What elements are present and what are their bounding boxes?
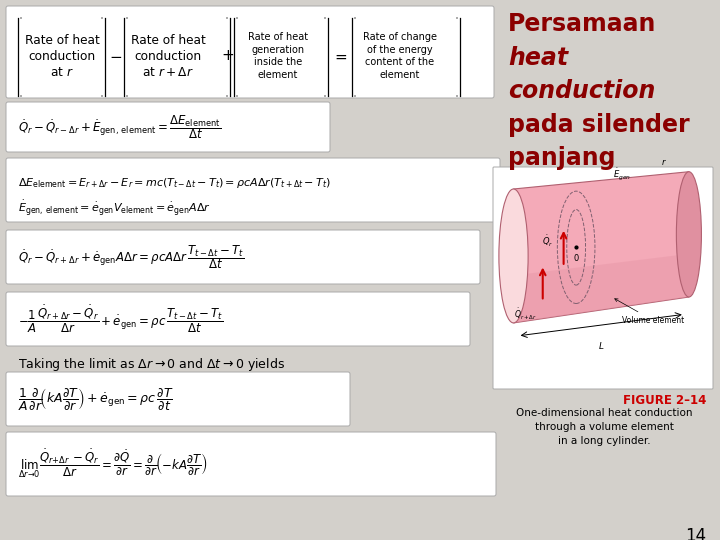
Text: Rate of heat
generation
inside the
element: Rate of heat generation inside the eleme… bbox=[248, 32, 308, 79]
Text: $\dot{E}_{\mathrm{gen,\,element}} = \dot{e}_{\mathrm{gen}} V_{\mathrm{element}} : $\dot{E}_{\mathrm{gen,\,element}} = \dot… bbox=[18, 198, 211, 218]
FancyBboxPatch shape bbox=[6, 372, 350, 426]
FancyBboxPatch shape bbox=[6, 230, 480, 284]
Text: 0: 0 bbox=[574, 254, 579, 263]
Text: conduction: conduction bbox=[508, 79, 655, 103]
Text: $+$: $+$ bbox=[222, 49, 235, 64]
Text: One-dimensional heat conduction: One-dimensional heat conduction bbox=[516, 408, 692, 418]
Text: $r$: $r$ bbox=[661, 157, 667, 167]
Text: Rate of heat
conduction
at $r$: Rate of heat conduction at $r$ bbox=[24, 33, 99, 78]
Polygon shape bbox=[513, 254, 689, 323]
Text: $\dot{E}_{gen}$: $\dot{E}_{gen}$ bbox=[613, 167, 631, 184]
Ellipse shape bbox=[499, 189, 528, 323]
Text: pada silender: pada silender bbox=[508, 113, 690, 137]
Text: heat: heat bbox=[508, 46, 568, 70]
Text: $\dot{Q}_r - \dot{Q}_{r+\Delta r} + \dot{e}_{\mathrm{gen}} A \Delta r = \rho c A: $\dot{Q}_r - \dot{Q}_{r+\Delta r} + \dot… bbox=[18, 243, 244, 271]
FancyBboxPatch shape bbox=[6, 102, 330, 152]
FancyBboxPatch shape bbox=[493, 167, 713, 389]
Text: FIGURE 2–14: FIGURE 2–14 bbox=[623, 394, 706, 407]
Text: Persamaan: Persamaan bbox=[508, 12, 657, 36]
FancyBboxPatch shape bbox=[6, 292, 470, 346]
Text: panjang: panjang bbox=[508, 146, 616, 170]
Text: $\lim_{\Delta r \to 0}\dfrac{\dot{Q}_{r+\Delta r} - \dot{Q}_r}{\Delta r} = \dfra: $\lim_{\Delta r \to 0}\dfrac{\dot{Q}_{r+… bbox=[18, 448, 208, 480]
Text: Rate of heat
conduction
at $r + \Delta r$: Rate of heat conduction at $r + \Delta r… bbox=[130, 33, 205, 78]
Text: 14: 14 bbox=[685, 527, 706, 540]
Text: Taking the limit as $\Delta r \to 0$ and $\Delta t \to 0$ yields: Taking the limit as $\Delta r \to 0$ and… bbox=[18, 356, 285, 373]
Text: $\dot{Q}_r - \dot{Q}_{r-\Delta r} + \dot{E}_{\mathrm{gen,\,element}} = \dfrac{\D: $\dot{Q}_r - \dot{Q}_{r-\Delta r} + \dot… bbox=[18, 113, 221, 141]
Text: Rate of change
of the energy
content of the
element: Rate of change of the energy content of … bbox=[363, 32, 437, 79]
Text: through a volume element: through a volume element bbox=[534, 422, 673, 432]
FancyBboxPatch shape bbox=[6, 432, 496, 496]
FancyBboxPatch shape bbox=[6, 158, 500, 222]
Text: $-\dfrac{1}{A}\dfrac{\dot{Q}_{r+\Delta r} - \dot{Q}_r}{\Delta r} + \dot{e}_{\mat: $-\dfrac{1}{A}\dfrac{\dot{Q}_{r+\Delta r… bbox=[18, 303, 223, 335]
Polygon shape bbox=[513, 172, 689, 323]
Text: $=$: $=$ bbox=[332, 49, 348, 64]
Text: Volume element: Volume element bbox=[615, 299, 684, 325]
Ellipse shape bbox=[676, 172, 701, 297]
Text: $\dot{Q}_r$: $\dot{Q}_r$ bbox=[541, 233, 553, 248]
Text: $\Delta E_{\mathrm{element}} = E_{r+\Delta r} - E_r = mc(T_{t-\Delta t} - T_t) =: $\Delta E_{\mathrm{element}} = E_{r+\Del… bbox=[18, 176, 331, 190]
Text: $L$: $L$ bbox=[598, 340, 604, 351]
FancyBboxPatch shape bbox=[6, 6, 494, 98]
Text: in a long cylinder.: in a long cylinder. bbox=[558, 436, 650, 446]
Text: $\dfrac{1}{A}\dfrac{\partial}{\partial r}\!\left(kA\dfrac{\partial T}{\partial r: $\dfrac{1}{A}\dfrac{\partial}{\partial r… bbox=[18, 386, 174, 412]
Text: $-$: $-$ bbox=[109, 49, 122, 64]
Text: $\dot{Q}_{r+\Delta r}$: $\dot{Q}_{r+\Delta r}$ bbox=[513, 307, 536, 322]
